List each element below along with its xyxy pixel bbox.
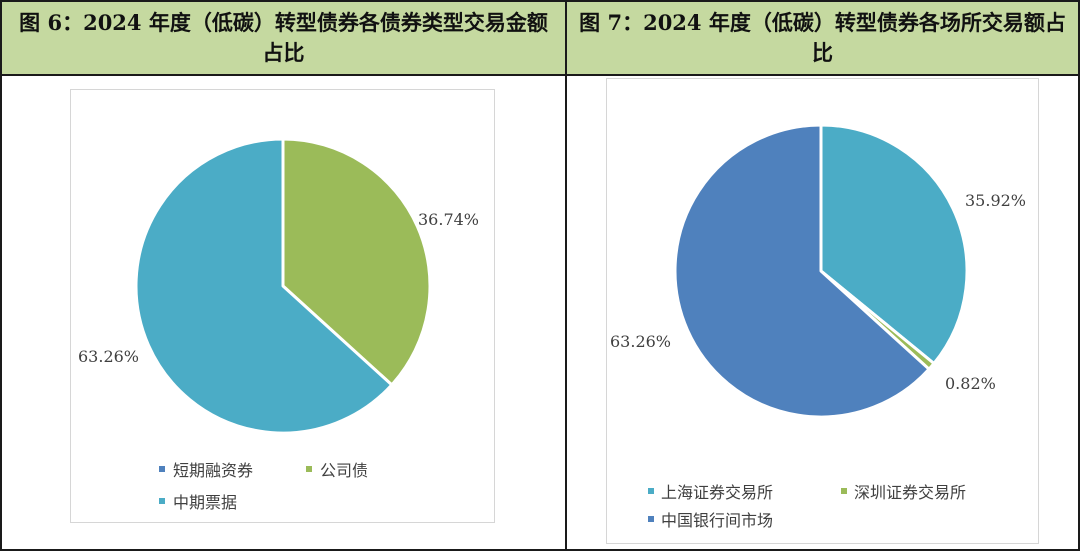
figure-6-legend-duanqi: 短期融资券	[173, 461, 253, 480]
figure-7-legend-shenzhen: 深圳证券交易所	[854, 483, 966, 502]
header-divider	[0, 74, 1080, 76]
figure-7-legend-marker-yinhangjian	[648, 516, 654, 522]
pie-slice-1-0	[819, 123, 969, 365]
figure-6-title: 图 6：2024 年度（低碳）转型债券各债券类型交易金额占比	[2, 2, 565, 74]
figure-7-title: 图 7：2024 年度（低碳）转型债券各场所交易额占比	[567, 2, 1078, 74]
panel-divider	[565, 0, 567, 551]
figure-6-legend-zhongqi: 中期票据	[173, 493, 237, 512]
figure-7-label-yinhangjian: 63.26%	[610, 332, 671, 351]
figure-7-legend-shanghai: 上海证券交易所	[661, 483, 773, 502]
figure-6-label-zhongqipiaoju: 63.26%	[78, 347, 139, 366]
pie-slice-0-1	[281, 137, 432, 387]
figure-7-pie	[673, 123, 969, 419]
figure-6-legend-marker-gongsizhai	[306, 466, 312, 472]
figure-6-pie	[134, 137, 432, 435]
figure-6-legend-marker-duanqi	[159, 466, 165, 472]
figure-7-legend-yinhangjian: 中国银行间市场	[661, 511, 773, 530]
figure-6-legend-gongsizhai: 公司债	[320, 461, 368, 480]
figure-7-label-shenzhen: 0.82%	[945, 374, 996, 393]
pie-slice-1-2	[673, 123, 931, 419]
figure-7-legend-marker-shenzhen	[841, 488, 847, 494]
figure-6-legend-marker-zhongqi	[159, 498, 165, 504]
pie-slice-0-2	[134, 137, 394, 435]
figure-7-label-shanghai: 35.92%	[965, 191, 1026, 210]
figure-7-legend-marker-shanghai	[648, 488, 654, 494]
figure-6-label-gongsizhai: 36.74%	[418, 210, 479, 229]
